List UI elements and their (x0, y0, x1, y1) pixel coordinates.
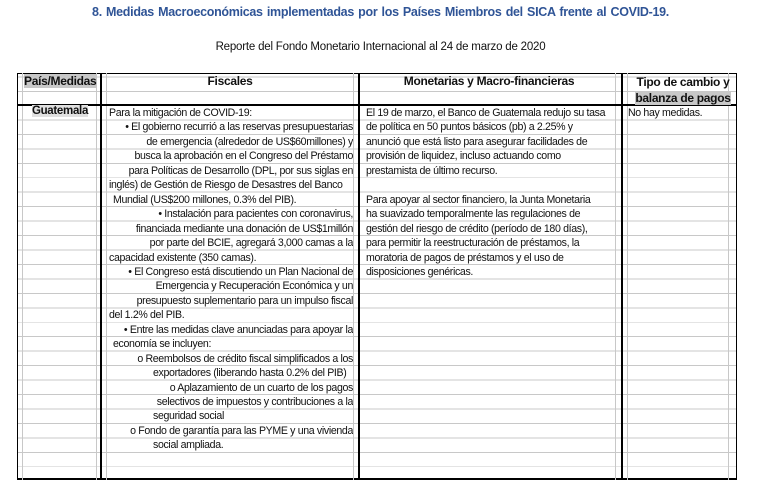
text-line: o Fondo de garantía para las PYME y una … (130, 424, 353, 437)
text-line: gestión del riesgo de crédito (período d… (366, 222, 588, 235)
grid-line (22, 73, 23, 480)
text-line: • El Congreso está discutiendo un Plan N… (128, 265, 353, 278)
text-line: • Entre las medidas clave anunciadas par… (123, 323, 353, 336)
text-line: social ampliada. (153, 439, 224, 452)
header-country: País/Medidas (24, 74, 97, 88)
text-line: de política en 50 puntos básicos (pb) a … (366, 121, 573, 134)
header-exchange-line2-label: balanza de pagos (635, 91, 731, 105)
text-line: seguridad social (153, 410, 224, 423)
grid-line (728, 73, 729, 480)
section-title: 8. Medidas Macroeconómicas implementadas… (92, 5, 669, 19)
text-line (366, 178, 616, 192)
text-line: prestamista de último recurso. (366, 164, 498, 177)
text-line: o Reembolsos de crédito fiscal simplific… (137, 352, 353, 365)
header-divider (17, 104, 737, 106)
text-line: moratoria de pagos de préstamos y el uso… (366, 251, 564, 264)
country-name: Guatemala (31, 105, 89, 117)
text-line: • El gobierno recurrió a las reservas pr… (125, 121, 353, 134)
text-line: economía se incluyen: (113, 338, 212, 351)
text-line: presupuesto suplementario para un impuls… (136, 294, 353, 307)
text-line: inglés) de Gestión de Riesgo de Desastre… (109, 179, 343, 192)
column-divider (621, 73, 623, 480)
header-exchange-line2: balanza de pagos (628, 90, 738, 106)
header-exchange: Tipo de cambio y balanza de pagos (628, 74, 738, 106)
header-country-label: País/Medidas (24, 74, 97, 88)
grid-line (353, 73, 354, 480)
text-line: para permitir la reestructuración de pré… (366, 237, 580, 250)
report-subtitle: Reporte del Fondo Monetario Internaciona… (215, 41, 546, 53)
grid-line (96, 73, 97, 480)
text-line: provisión de liquidez, incluso actuando … (366, 150, 561, 163)
grid-line (627, 73, 628, 480)
text-line: del 1.2% del PIB. (109, 309, 185, 322)
text-line: para Políticas de Desarrollo (DPL, por s… (128, 164, 353, 177)
grid-line (615, 73, 616, 480)
text-line: o Aplazamiento de un cuarto de los pagos (169, 381, 353, 394)
text-line: exportadores (liberando hasta 0.2% del P… (153, 367, 347, 380)
text-line: anunció que está listo para asegurar fac… (366, 135, 588, 148)
text-line: capacidad existente (350 camas). (109, 251, 257, 264)
text-line: Para la mitigación de COVID-19: (109, 107, 252, 119)
text-line: disposiciones genéricas. (366, 265, 474, 278)
text-line: • Instalación para pacientes con coronav… (158, 208, 353, 221)
text-line: Para apoyar al sector financiero, la Jun… (366, 193, 591, 206)
column-divider (358, 73, 360, 480)
text-line: por parte del BCIE, agregará 3,000 camas… (149, 237, 353, 250)
text-line: El 19 de marzo, el Banco de Guatemala re… (366, 107, 606, 119)
column-divider (100, 73, 102, 480)
text-line: financiada mediante una donación de US$1… (135, 222, 353, 235)
grid-line (106, 73, 107, 480)
text-line: Mundial (US$200 millones, 0.3% del PIB). (113, 193, 297, 206)
header-monetary: Monetarias y Macro-financieras (403, 74, 575, 88)
text-line: ha suavizado temporalmente las regulacio… (366, 208, 581, 221)
header-fiscal: Fiscales (207, 74, 253, 88)
text-line: selectivos de impuestos y contribuciones… (156, 396, 353, 408)
text-line: No hay medidas. (628, 107, 703, 119)
header-exchange-line1: Tipo de cambio y (636, 75, 730, 89)
text-line: de emergencia (alrededor de US$60millone… (146, 135, 353, 148)
text-line: Emergencia y Recuperación Económica y un (155, 280, 353, 293)
text-line: busca la aprobación en el Congreso del P… (134, 150, 353, 163)
measures-table (17, 73, 737, 480)
country-cell: Guatemala (24, 105, 96, 117)
